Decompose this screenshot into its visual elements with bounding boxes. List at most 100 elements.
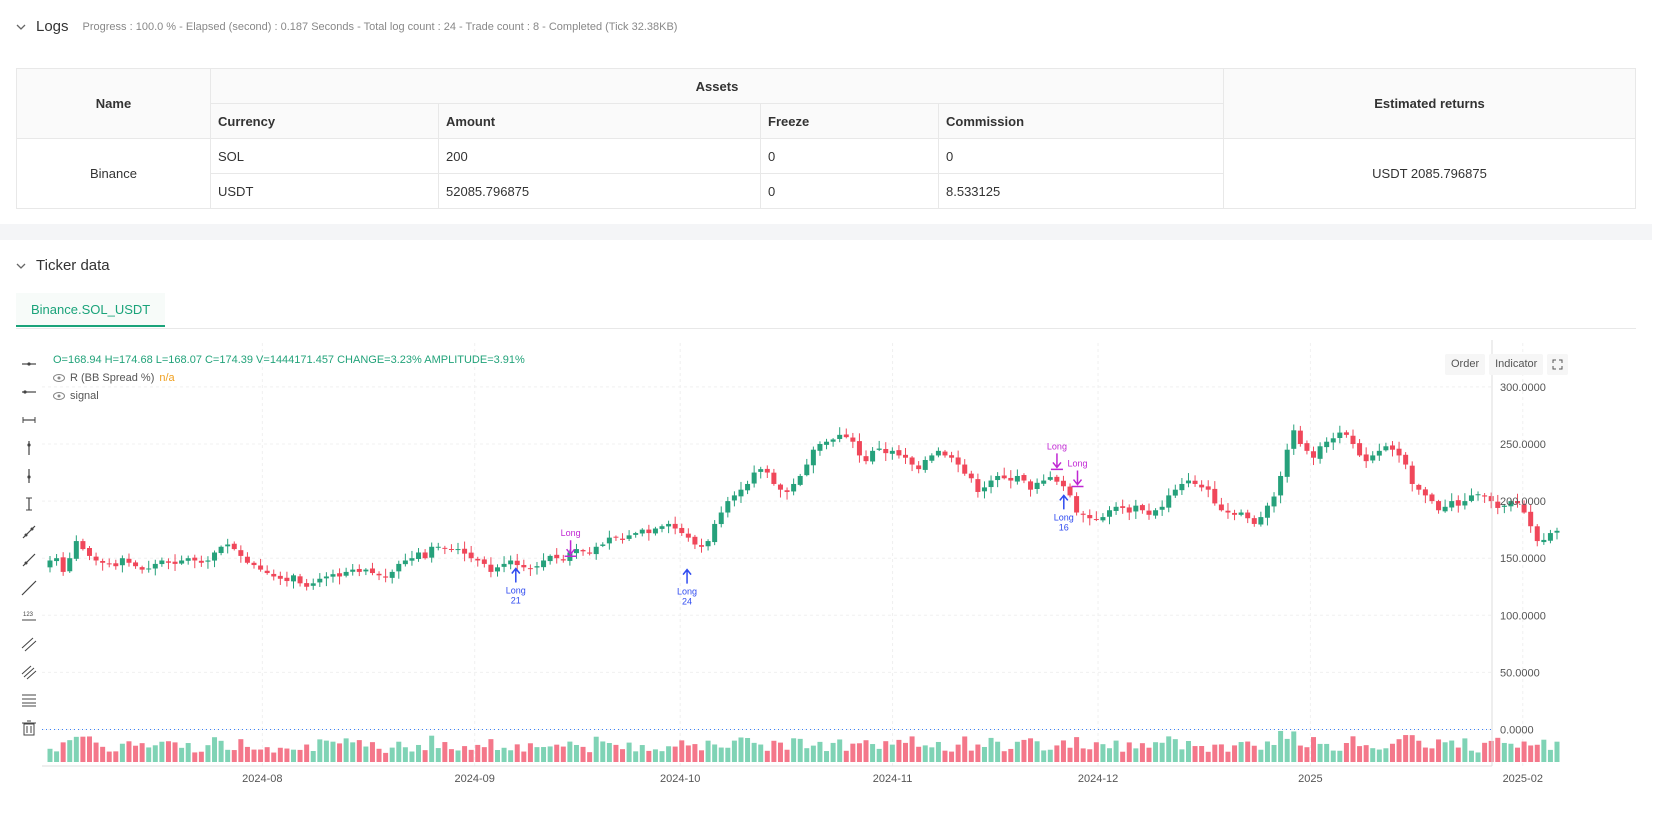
volume-bar [205,745,211,762]
volume-bar [468,749,474,762]
freeze-cell: 0 [760,138,939,174]
logs-header[interactable]: Logs Progress : 100.0 % - Elapsed (secon… [16,18,677,35]
candle-body [231,543,237,550]
volume-bar [409,751,415,762]
volume-bar [903,742,909,762]
candle-body [1028,481,1034,490]
volume-bar [942,750,948,762]
volume-bar [106,751,112,762]
volume-bar [1133,748,1139,762]
volume-bar [1488,740,1494,762]
eye-icon[interactable] [53,374,65,382]
candle-body [1317,446,1323,459]
extended-line-icon[interactable] [18,574,40,602]
candle-body [1080,513,1086,515]
candle-body [212,552,218,561]
volume-bar [80,736,86,762]
volume-bar [600,741,606,762]
candle-body [1462,501,1468,506]
eye-icon[interactable] [53,392,65,400]
price-label-icon[interactable]: 123 [18,602,40,630]
volume-bar [1416,740,1422,762]
candle-body [1363,454,1369,462]
ticker-header[interactable]: Ticker data [16,257,110,274]
candle-body [258,565,264,570]
candle-body [337,573,343,577]
horizontal-ray-icon[interactable] [18,378,40,406]
volume-bar [1324,743,1330,762]
candle-body [462,548,468,554]
volume-bar [672,746,678,762]
col-name-header: Name [16,68,211,139]
volume-bar [1409,735,1415,762]
fullscreen-icon[interactable] [1547,354,1569,375]
volume-bar [119,743,125,762]
volume-bar [1054,745,1060,762]
volume-bar [777,742,783,762]
vertical-segment-icon[interactable] [18,490,40,518]
chart-controls: Order Indicator [1445,354,1569,375]
fib-retracement-icon[interactable] [18,686,40,714]
parallel-channel-icon[interactable] [18,630,40,658]
volume-bar [1422,747,1428,762]
candle-body [1060,480,1066,487]
candle-body [1232,512,1238,515]
volume-bar [1185,741,1191,762]
candle-body [758,469,764,472]
volume-bar [47,748,53,762]
candle-body [705,541,711,547]
volume-bar [1192,746,1198,762]
horizontal-line-icon[interactable] [18,350,40,378]
candle-body [863,456,869,462]
volume-bar [152,745,158,762]
svg-text:123: 123 [23,612,34,618]
sub-currency-header: Currency [210,103,439,139]
volume-bar [1264,741,1270,762]
trash-icon[interactable] [18,714,40,742]
candle-body [1192,480,1198,484]
volume-bar [376,748,382,762]
candle-body [192,557,198,561]
pitchfork-icon[interactable] [18,658,40,686]
indicator-button[interactable]: Indicator [1489,354,1544,375]
table-row: USDT 52085.796875 0 8.533125 [17,173,1636,209]
volume-bar [817,741,823,762]
candle-body [383,576,389,578]
volume-bar [501,747,507,762]
returns-cell: USDT 2085.796875 [1223,138,1636,209]
candle-body [172,561,178,564]
volume-bars [47,730,1560,762]
horizontal-segment-icon[interactable] [18,406,40,434]
order-button[interactable]: Order [1445,354,1486,375]
candle-body [1521,504,1527,513]
vertical-line-icon[interactable] [18,434,40,462]
chevron-down-icon[interactable] [16,22,26,32]
candle-body [534,566,540,568]
trend-line-icon[interactable] [18,518,40,546]
volume-bar [442,742,448,762]
candle-body [968,473,974,479]
candle-body [198,560,204,563]
candle-body [1245,512,1251,519]
chart-legend: O=168.94 H=174.68 L=168.07 C=174.39 V=14… [53,351,525,405]
vertical-ray-icon[interactable] [18,462,40,490]
tab-binance-sol-usdt[interactable]: Binance.SOL_USDT [16,293,166,327]
volume-bar [126,741,132,762]
candle-body [1100,517,1106,521]
chevron-down-icon[interactable] [16,261,26,271]
volume-bar [1271,744,1277,762]
volume-bar [1146,747,1152,762]
candle-body [271,573,277,577]
long-entry-id: 16 [1059,522,1069,532]
assets-table: Name Assets Estimated returns Currency A… [16,68,1636,209]
candle-body [1199,484,1205,488]
ray-line-icon[interactable] [18,546,40,574]
volume-bar [758,744,764,762]
volume-bar [567,741,573,762]
volume-bar [1021,739,1027,762]
volume-bar [1126,742,1132,762]
volume-bar [1080,748,1086,762]
volume-bar [863,740,869,762]
